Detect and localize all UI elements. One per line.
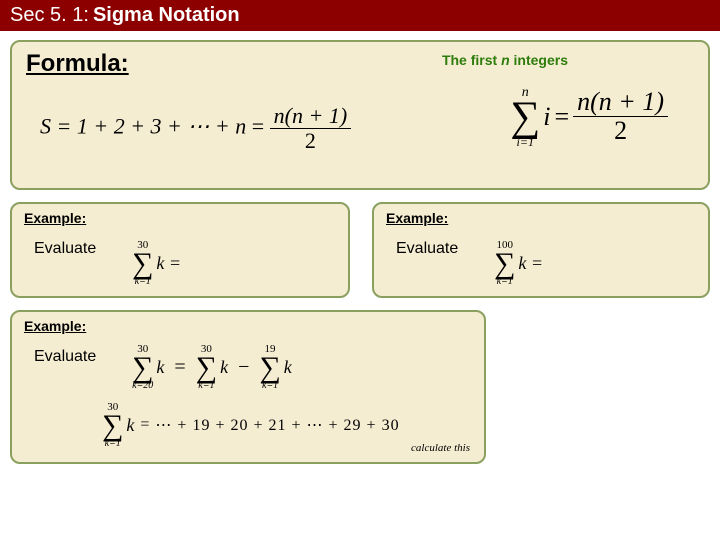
formula-left-fraction: n(n + 1) 2 — [270, 104, 352, 153]
sigma-stack: 30 ∑ k=1 — [196, 344, 217, 391]
formula-right-fraction: n(n + 1) 2 — [573, 88, 668, 146]
sigma-D: 30 ∑ k=1 k — [102, 402, 134, 449]
example-3-panel: Example: Evaluate 30 ∑ k=20 k = 30 ∑ k=1… — [10, 310, 486, 464]
title-section: Sec 5. 1: — [10, 4, 89, 27]
sigma-lower: i=1 — [517, 136, 534, 148]
sigma-lower: k=20 — [132, 381, 153, 391]
sigma-lower: k=1 — [135, 277, 151, 287]
example-3-line1: 30 ∑ k=20 k = 30 ∑ k=1 k − 19 ∑ k=1 k — [132, 344, 292, 391]
subhead-suffix: integers — [510, 52, 568, 68]
evaluate-label: Evaluate — [34, 240, 96, 258]
formula-right-equation: n ∑ i=1 i = n(n + 1) 2 — [510, 86, 668, 148]
sigma-lower: k=1 — [105, 439, 121, 449]
sigma-symbol: ∑ — [510, 100, 540, 136]
formula-left-var: n — [235, 114, 246, 139]
calculate-this-note: calculate this — [411, 442, 470, 454]
minus: − — [238, 356, 249, 379]
sigma-symbol: ∑ — [259, 355, 280, 381]
frac-den: 2 — [301, 129, 320, 153]
sigma-symbol: ∑ — [494, 251, 515, 277]
sigma-C: 19 ∑ k=1 k — [259, 344, 291, 391]
example-2-math: 100 ∑ k=1 k = — [494, 240, 543, 287]
formula-subheading: The first n integers — [442, 52, 568, 68]
frac-num: n(n + 1) — [270, 104, 352, 129]
sigma-stack: 30 ∑ k=20 — [132, 344, 153, 391]
evaluate-label: Evaluate — [396, 240, 458, 258]
formula-panel: Formula: The first n integers S = 1 + 2 … — [10, 40, 710, 190]
sigma-body: k — [126, 415, 134, 436]
example-1-math: 30 ∑ k=1 k = — [132, 240, 181, 287]
sigma-symbol: ∑ — [102, 413, 123, 439]
sigma-stack: n ∑ i=1 — [510, 86, 540, 148]
frac-num: n(n + 1) — [573, 88, 668, 118]
subhead-var: n — [501, 52, 510, 68]
example-1-panel: Example: Evaluate 30 ∑ k=1 k = — [10, 202, 350, 298]
sigma-A: 30 ∑ k=20 k — [132, 344, 164, 391]
sigma-body: i — [543, 102, 550, 132]
equals-sign: = — [554, 102, 569, 132]
equals: = — [174, 356, 185, 379]
example-heading: Example: — [24, 318, 472, 334]
sigma-body: k = — [156, 253, 181, 274]
title-topic: Sigma Notation — [93, 4, 240, 27]
example-heading: Example: — [386, 210, 696, 226]
sigma-stack: 30 ∑ k=1 — [102, 402, 123, 449]
frac-den: 2 — [610, 117, 631, 146]
example-2-panel: Example: Evaluate 100 ∑ k=1 k = — [372, 202, 710, 298]
sigma-lower: k=1 — [262, 381, 278, 391]
equals: = — [140, 416, 149, 434]
sigma-symbol: ∑ — [132, 251, 153, 277]
sigma-symbol: ∑ — [196, 355, 217, 381]
sigma-stack: 30 ∑ k=1 — [132, 240, 153, 287]
subhead-prefix: The first — [442, 52, 501, 68]
formula-left-prefix: S = 1 + 2 + 3 + ⋯ + — [40, 114, 235, 139]
formula-left-equals: = — [246, 114, 269, 139]
sigma-body: k = — [518, 253, 543, 274]
sigma-stack: 19 ∑ k=1 — [259, 344, 280, 391]
sigma-lower: k=1 — [497, 277, 513, 287]
example-3-line2: 30 ∑ k=1 k = ⋯ + 19 + 20 + 21 + ⋯ + 29 +… — [102, 402, 400, 449]
evaluate-label: Evaluate — [34, 348, 96, 366]
sigma-body: k — [156, 357, 164, 378]
sigma-lower: k=1 — [198, 381, 214, 391]
sigma-body: k — [284, 357, 292, 378]
formula-heading: Formula: — [26, 50, 694, 78]
sigma-B: 30 ∑ k=1 k — [196, 344, 228, 391]
sigma-stack: 100 ∑ k=1 — [494, 240, 515, 287]
sigma-body: k — [220, 357, 228, 378]
expansion-text: ⋯ + 19 + 20 + 21 + ⋯ + 29 + 30 — [155, 415, 399, 435]
example-heading: Example: — [24, 210, 336, 226]
sigma-symbol: ∑ — [132, 355, 153, 381]
formula-left-equation: S = 1 + 2 + 3 + ⋯ + n = n(n + 1) 2 — [40, 104, 351, 153]
title-bar: Sec 5. 1: Sigma Notation — [0, 0, 720, 31]
